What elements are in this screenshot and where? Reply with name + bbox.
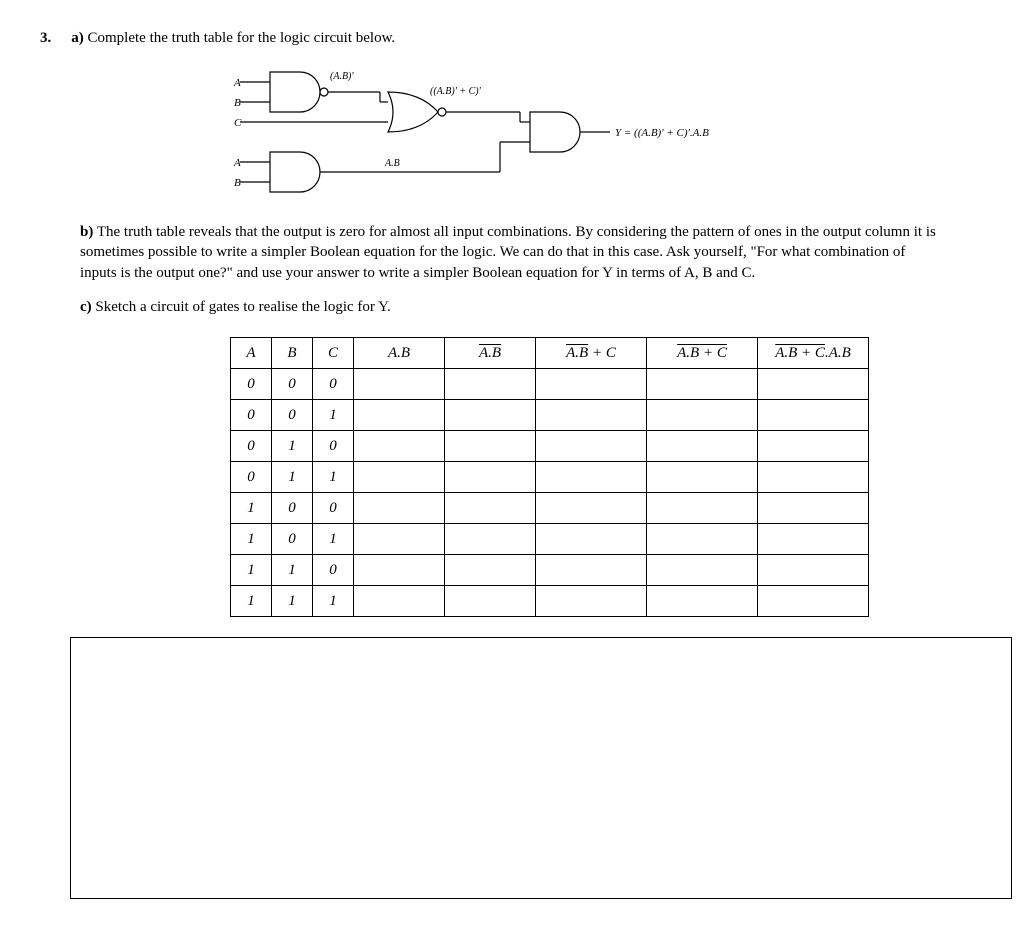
part-c-label: c) [80,299,92,315]
table-row: 011 [231,462,869,493]
col-final: A.B + C.A.B [758,338,869,369]
table-row: 111 [231,586,869,617]
input-a1-label: A [233,77,241,89]
table-row: 101 [231,524,869,555]
table-row: 001 [231,400,869,431]
part-b-label: b) [80,224,93,240]
col-B: B [272,338,313,369]
table-row: 110 [231,555,869,586]
question-line-a: 3. a) Complete the truth table for the l… [40,30,984,47]
part-c-text: Sketch a circuit of gates to realise the… [95,299,390,315]
input-c-label: C [234,117,242,129]
col-whole-bar: A.B + C [647,338,758,369]
question-number: 3. [40,30,51,47]
nor-gate: ((A.B)' + C)' [388,86,482,132]
col-C: C [313,338,354,369]
and-output-label: A.B [384,158,400,169]
answer-box [70,637,1012,899]
part-a-text: Complete the truth table for the logic c… [88,30,396,46]
col-ABbar-plus-C: A.B + C [536,338,647,369]
table-row: 010 [231,431,869,462]
col-AB: A.B [354,338,445,369]
final-and-gate: Y = ((A.B)' + C)'.A.B [530,112,709,152]
input-b2-label: B [234,177,241,189]
table-row: 000 [231,369,869,400]
truth-table: A B C A.B A.B A.B + C A.B + C A.B + C.A.… [230,337,869,617]
col-ABbar: A.B [445,338,536,369]
logic-circuit-diagram: A B (A.B)' C ((A.B)' + C)' A B A. [220,67,984,202]
input-a2-label: A [233,157,241,169]
part-b-paragraph: b) The truth table reveals that the outp… [80,222,944,283]
final-output-label: Y = ((A.B)' + C)'.A.B [615,127,709,139]
part-c-paragraph: c) Sketch a circuit of gates to realise … [80,297,944,317]
table-header-row: A B C A.B A.B A.B + C A.B + C A.B + C.A.… [231,338,869,369]
col-A: A [231,338,272,369]
nor-output-label: ((A.B)' + C)' [430,86,482,97]
part-b-text: The truth table reveals that the output … [80,224,936,281]
table-row: 100 [231,493,869,524]
nand-output-label: (A.B)' [330,71,354,82]
input-b1-label: B [234,97,241,109]
part-a-label: a) [71,30,84,46]
